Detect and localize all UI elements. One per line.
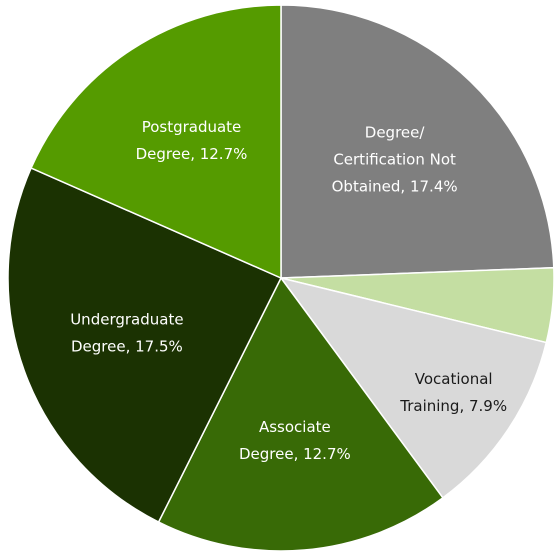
slice-label: Degree, 17.5% — [71, 337, 183, 355]
pie-slice — [30, 4, 282, 280]
pie-slice — [280, 4, 555, 279]
slice-label: Postgraduate — [142, 118, 242, 136]
slice-label: Certification Not — [333, 151, 456, 169]
pie-slice — [279, 276, 548, 499]
slice-label: Training, 7.9% — [399, 397, 507, 415]
slice-label: Degree/ — [365, 124, 426, 142]
slice-label: Vocational — [415, 370, 493, 388]
slice-label: Degree, 12.7% — [136, 145, 248, 163]
slice-label: Obtained, 17.4% — [332, 178, 458, 196]
pie-slice — [157, 276, 444, 552]
slice-label: Degree, 12.7% — [239, 445, 351, 463]
slice-label: Associate — [259, 418, 331, 436]
slice-label: Undergraduate — [70, 310, 183, 328]
pie-slice — [7, 167, 283, 524]
